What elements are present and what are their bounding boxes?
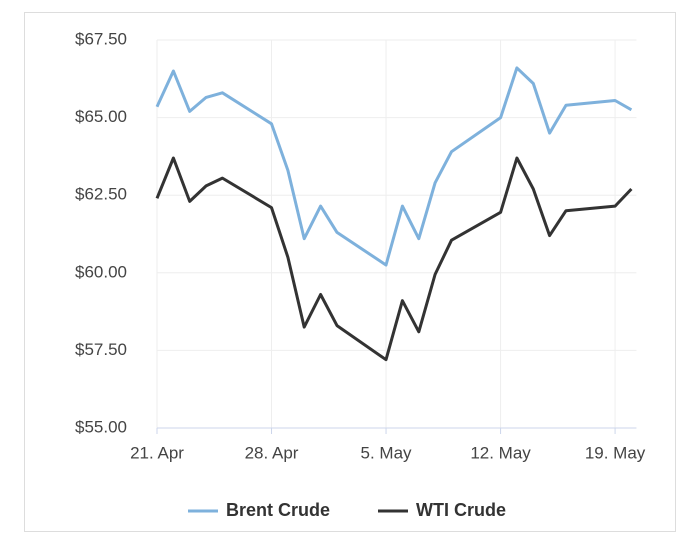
x-tick-label: 5. May <box>361 443 413 462</box>
y-tick-label: $62.50 <box>75 185 127 204</box>
legend-label: Brent Crude <box>226 500 330 520</box>
legend-label: WTI Crude <box>416 500 506 520</box>
series-line <box>155 156 633 362</box>
x-tick-label: 19. May <box>585 443 646 462</box>
series-line <box>155 66 633 267</box>
y-tick-label: $65.00 <box>75 107 127 126</box>
y-tick-label: $55.00 <box>75 417 127 436</box>
x-tick-label: 28. Apr <box>245 443 299 462</box>
legend: Brent Crude WTI Crude <box>188 500 506 520</box>
y-tick-label: $67.50 <box>75 29 127 48</box>
x-tick-label: 12. May <box>470 443 531 462</box>
x-tick-label: 21. Apr <box>130 443 184 462</box>
y-tick-label: $60.00 <box>75 262 127 281</box>
frame <box>24 12 676 532</box>
y-tick-label: $57.50 <box>75 340 127 359</box>
